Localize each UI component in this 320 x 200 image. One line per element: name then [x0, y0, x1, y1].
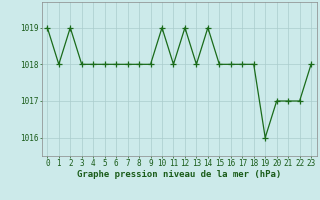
X-axis label: Graphe pression niveau de la mer (hPa): Graphe pression niveau de la mer (hPa)	[77, 170, 281, 179]
